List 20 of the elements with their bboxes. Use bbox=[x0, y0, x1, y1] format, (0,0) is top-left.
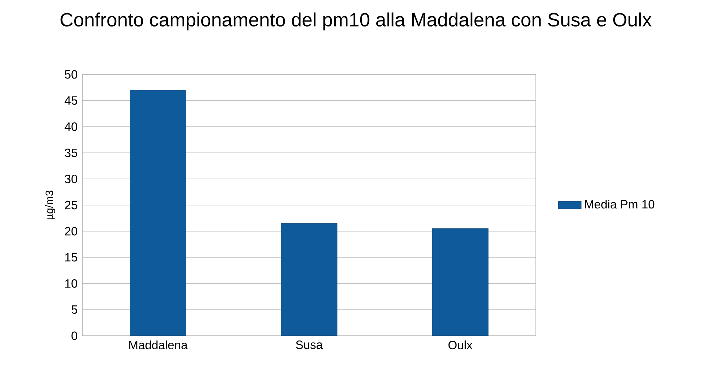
y-tick-label: 45 bbox=[64, 96, 78, 105]
y-axis-title: µg/m3 bbox=[46, 190, 56, 220]
x-tick-label: Susa bbox=[296, 340, 324, 350]
bar bbox=[281, 223, 338, 336]
y-tick-label: 10 bbox=[66, 279, 78, 288]
y-tick-label: 25 bbox=[65, 201, 78, 210]
y-tick-label: 20 bbox=[65, 227, 78, 236]
chart-title: Confronto campionamento del pm10 alla Maddalena con Susa e Oulx bbox=[60, 12, 652, 31]
legend-label: Media Pm 10 bbox=[585, 200, 655, 209]
y-tick-label: 30 bbox=[65, 174, 78, 184]
bar bbox=[130, 90, 186, 336]
y-tick-label: 40 bbox=[64, 122, 78, 132]
x-tick-label: Oulx bbox=[448, 340, 473, 350]
y-tick-label: 35 bbox=[65, 148, 78, 158]
x-tick-label: Maddalena bbox=[130, 340, 188, 350]
y-tick-label: 50 bbox=[65, 70, 78, 79]
bar bbox=[432, 228, 489, 336]
y-tick-label: 0 bbox=[72, 332, 78, 340]
y-tick-label: 5 bbox=[72, 306, 78, 314]
y-tick-label: 15 bbox=[66, 253, 78, 262]
